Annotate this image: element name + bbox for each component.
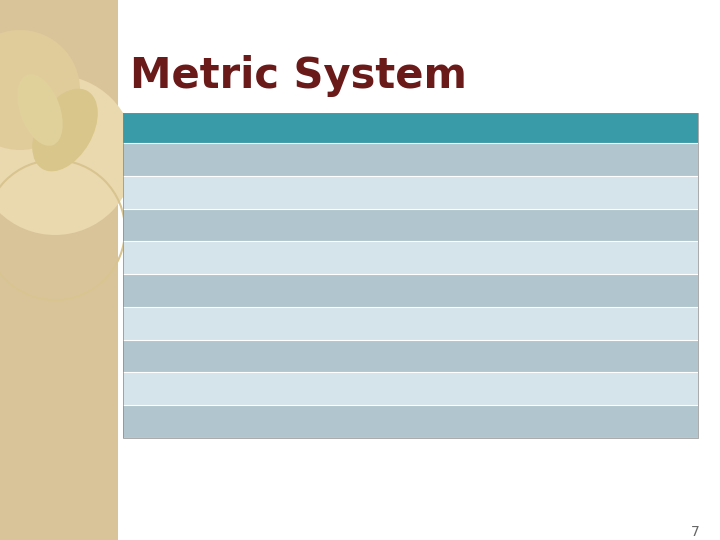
Text: L: L	[331, 284, 338, 297]
Text: 0.000001 g = 0.001 mg = 1: 0.000001 g = 0.001 mg = 1	[451, 219, 642, 232]
Bar	[123, 208, 698, 241]
Text: m: m	[464, 349, 477, 362]
Text: 1: 1	[451, 284, 464, 297]
Text: mcg: mcg	[642, 219, 673, 232]
Text: g: g	[331, 153, 340, 166]
Bar	[123, 143, 698, 176]
Text: Unit: Unit	[131, 121, 163, 135]
Text: Liter: Liter	[211, 284, 246, 297]
Bar	[123, 340, 698, 373]
Text: mm: mm	[603, 415, 631, 428]
Text: Gram: Gram	[211, 153, 251, 166]
Text: 7: 7	[691, 525, 700, 539]
Text: = 1000 mL: = 1000 mL	[472, 284, 550, 297]
Text: = 100 cm = 1000 mm: = 100 cm = 1000 mm	[477, 349, 630, 362]
Text: Millimeter: Millimeter	[211, 415, 277, 428]
Text: 0.001 L = 1: 0.001 L = 1	[451, 317, 533, 330]
Bar	[123, 176, 698, 208]
Text: Weight: Weight	[131, 153, 184, 166]
Text: Meter: Meter	[211, 349, 255, 362]
Text: Kilogram: Kilogram	[211, 251, 270, 264]
Circle shape	[0, 30, 80, 150]
Bar	[123, 113, 698, 438]
Text: mL: mL	[331, 317, 351, 330]
Text: Abbreviation: Abbreviation	[243, 121, 344, 135]
Bar	[123, 241, 698, 274]
Text: = 1000 mcg: = 1000 mcg	[557, 186, 643, 199]
Bar	[123, 274, 698, 307]
Circle shape	[0, 75, 135, 235]
Text: m: m	[331, 349, 344, 362]
Bar	[123, 113, 698, 143]
Bar	[123, 307, 698, 340]
Text: 1: 1	[451, 153, 464, 166]
Text: 0.001 m = 0.1 cm = 1: 0.001 m = 0.1 cm = 1	[451, 415, 603, 428]
Text: Microgram: Microgram	[211, 219, 282, 232]
Text: Equivalents: Equivalents	[366, 121, 458, 135]
Text: 0.001 g = 1: 0.001 g = 1	[451, 186, 534, 199]
Text: mg: mg	[331, 186, 352, 199]
Text: cm: cm	[530, 382, 552, 395]
Text: = 1000 mg = 1,000,000 mcg: = 1000 mg = 1,000,000 mcg	[473, 153, 672, 166]
Ellipse shape	[17, 74, 63, 146]
Text: kg: kg	[331, 251, 347, 264]
Text: Centimeter: Centimeter	[211, 382, 286, 395]
Text: 0.01 m = 1: 0.01 m = 1	[451, 382, 530, 395]
Text: mg: mg	[534, 186, 557, 199]
Text: 1: 1	[451, 251, 464, 264]
Text: mL: mL	[533, 317, 554, 330]
Text: 1: 1	[451, 349, 464, 362]
Text: Volume: Volume	[131, 284, 186, 297]
Ellipse shape	[32, 89, 98, 171]
Text: mm: mm	[331, 415, 356, 428]
Text: Milliliter: Milliliter	[211, 317, 264, 330]
Text: cm: cm	[331, 382, 351, 395]
Text: Metric System: Metric System	[130, 55, 467, 97]
Bar	[123, 373, 698, 405]
Text: = 10 mm: = 10 mm	[552, 382, 618, 395]
Text: L: L	[464, 284, 472, 297]
Text: mcg: mcg	[331, 219, 360, 232]
Text: Length: Length	[131, 349, 183, 362]
Text: = 1000 g: = 1000 g	[482, 251, 548, 264]
Text: g: g	[464, 153, 473, 166]
Text: Milligram: Milligram	[211, 186, 272, 199]
Text: kg: kg	[464, 251, 482, 264]
Bar	[123, 405, 698, 438]
